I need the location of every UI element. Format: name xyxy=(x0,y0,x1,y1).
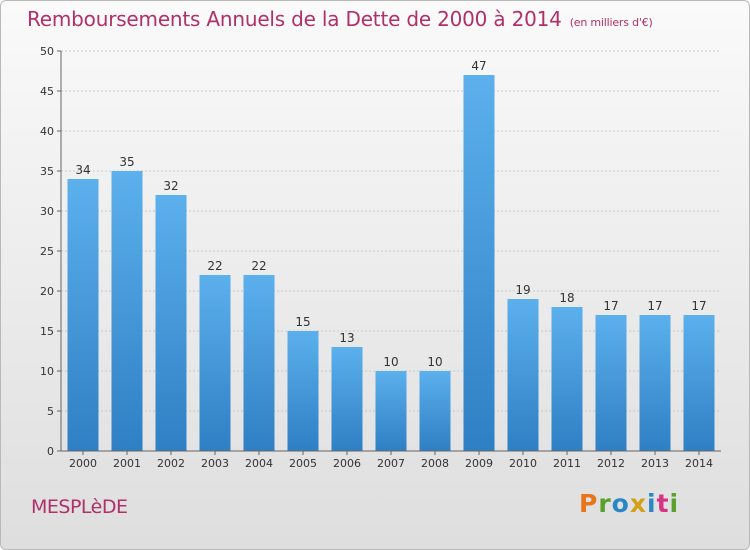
bar xyxy=(551,307,583,451)
y-tick-label: 15 xyxy=(40,325,54,338)
x-tick-label: 2012 xyxy=(597,457,625,470)
bar-value-label: 15 xyxy=(295,315,310,329)
axis-layer: 0 5 10 15 20 25 30 35 40 45 50 2000 2001 2002 2003 2004… xyxy=(40,45,721,470)
bar-layer: 34 35 32 22 22 15 13 10 10 47 19 18 17 17 17 xyxy=(67,59,715,451)
bar xyxy=(375,371,407,451)
chart-subtitle: (en milliers d'€) xyxy=(569,16,653,29)
bar xyxy=(507,299,539,451)
bar xyxy=(419,371,451,451)
bar xyxy=(331,347,363,451)
logo-letter: x xyxy=(629,489,647,518)
x-tick-label: 2010 xyxy=(509,457,537,470)
x-tick-label: 2002 xyxy=(157,457,185,470)
bar xyxy=(243,275,275,451)
x-tick-label: 2011 xyxy=(553,457,581,470)
bar-value-label: 34 xyxy=(75,163,90,177)
chart-title: Remboursements Annuels de la Dette de 20… xyxy=(27,7,653,31)
bar xyxy=(67,179,99,451)
y-tick-label: 5 xyxy=(47,405,54,418)
logo-letter: r xyxy=(598,489,612,518)
y-tick-label: 45 xyxy=(40,85,54,98)
bar xyxy=(287,331,319,451)
logo-letter: o xyxy=(611,489,630,518)
commune-name: MESPLèDE xyxy=(31,496,128,518)
bar-value-label: 10 xyxy=(383,355,398,369)
bar-value-label: 18 xyxy=(559,291,574,305)
y-tick-label: 50 xyxy=(40,45,54,58)
x-tick-label: 2004 xyxy=(245,457,273,470)
bar-value-label: 47 xyxy=(471,59,486,73)
y-tick-label: 10 xyxy=(40,365,54,378)
bar-value-label: 10 xyxy=(427,355,442,369)
x-tick-label: 2013 xyxy=(641,457,669,470)
y-tick-label: 0 xyxy=(47,445,54,458)
chart-title-text: Remboursements Annuels de la Dette de 20… xyxy=(27,7,562,31)
bar xyxy=(199,275,231,451)
bar xyxy=(639,315,671,451)
bar xyxy=(111,171,143,451)
y-tick-label: 40 xyxy=(40,125,54,138)
x-tick-label: 2006 xyxy=(333,457,361,470)
bar-value-label: 17 xyxy=(603,299,618,313)
x-tick-label: 2005 xyxy=(289,457,317,470)
logo-letter: i xyxy=(647,489,657,518)
y-tick-label: 30 xyxy=(40,205,54,218)
x-tick-label: 2014 xyxy=(685,457,713,470)
x-tick-label: 2009 xyxy=(465,457,493,470)
bar xyxy=(683,315,715,451)
bar-value-label: 22 xyxy=(251,259,266,273)
bar xyxy=(155,195,187,451)
bar-value-label: 35 xyxy=(119,155,134,169)
bar-value-label: 22 xyxy=(207,259,222,273)
bar-value-label: 32 xyxy=(163,179,178,193)
y-tick-label: 20 xyxy=(40,285,54,298)
x-tick-label: 2003 xyxy=(201,457,229,470)
y-tick-label: 25 xyxy=(40,245,54,258)
proxiti-logo[interactable]: Proxiti xyxy=(579,489,679,518)
bar-value-label: 13 xyxy=(339,331,354,345)
bar-value-label: 17 xyxy=(691,299,706,313)
x-tick-label: 2008 xyxy=(421,457,449,470)
logo-letter: t xyxy=(656,489,670,518)
logo-letter: i xyxy=(669,489,680,518)
bar xyxy=(463,75,495,451)
bar-value-label: 19 xyxy=(515,283,530,297)
x-tick-label: 2007 xyxy=(377,457,405,470)
x-tick-label: 2001 xyxy=(113,457,141,470)
x-tick-label: 2000 xyxy=(69,457,97,470)
logo-letter: P xyxy=(579,489,599,518)
bar-value-label: 17 xyxy=(647,299,662,313)
y-tick-label: 35 xyxy=(40,165,54,178)
bar xyxy=(595,315,627,451)
